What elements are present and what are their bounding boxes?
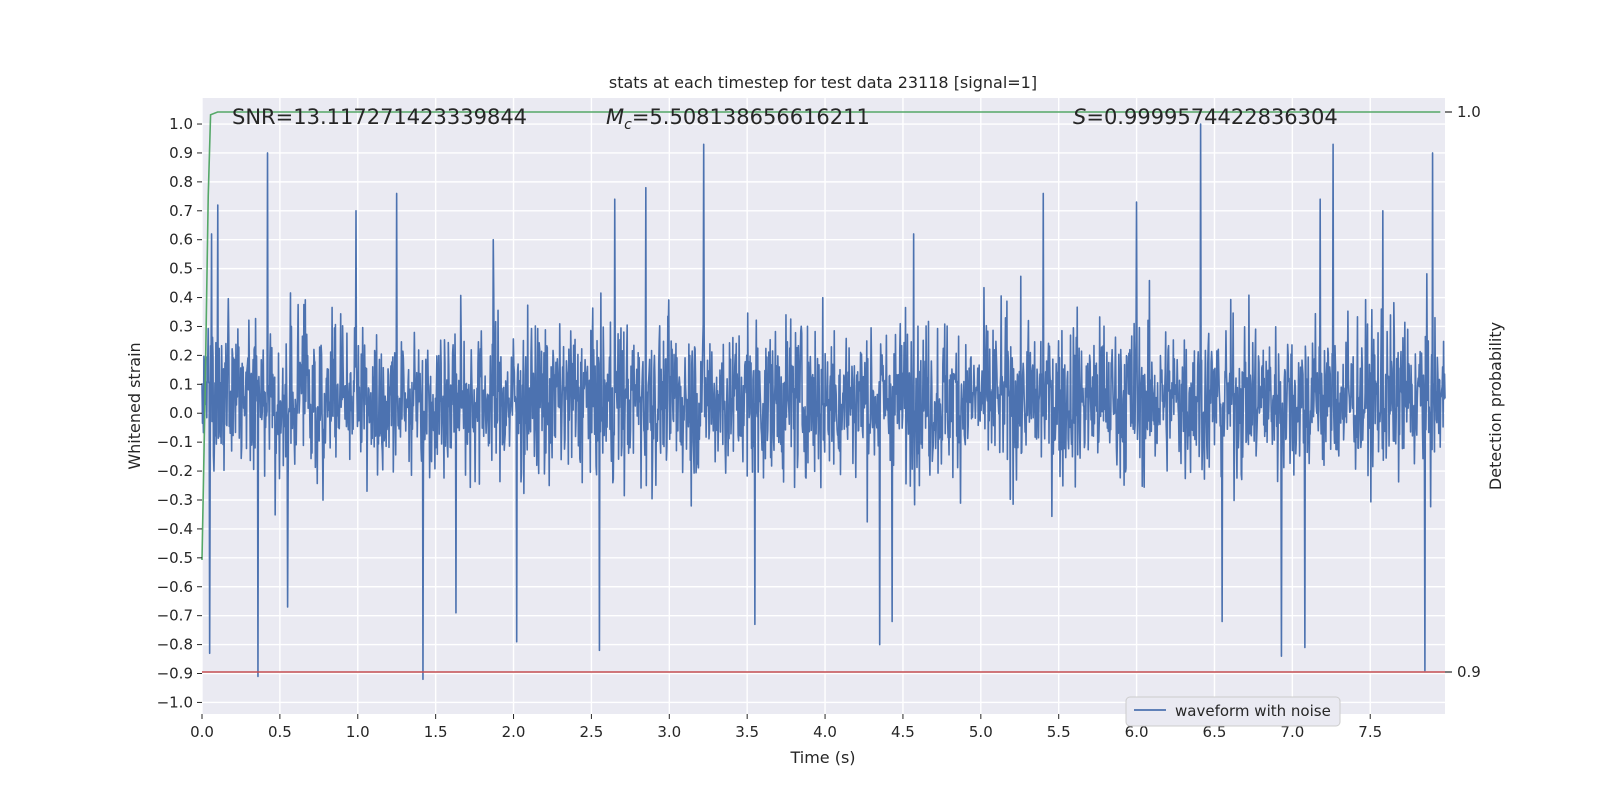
x-tick-label: 7.0	[1280, 723, 1304, 741]
x-tick-label: 0.0	[190, 723, 214, 741]
x-tick-label: 1.5	[424, 723, 448, 741]
snr-annotation: SNR=13.117271423339844	[232, 105, 527, 129]
axes: 0.0 0.5 1.0 1.5 2.0 2.5 3.0 3.5 4.0 4.5 5.0 5.5 6.0 6…	[157, 103, 1481, 741]
y-tick-label: 0.9	[169, 144, 193, 162]
y-tick-label: −0.7	[157, 607, 193, 625]
y-tick-label: 0.2	[169, 346, 193, 364]
y2-axis-label: Detection probability	[1486, 322, 1505, 490]
statistic-symbol: S	[1073, 105, 1086, 129]
y-tick-label: −0.3	[157, 491, 193, 509]
chirp-mass-symbol: M	[606, 105, 624, 129]
detection-probability-series	[201, 111, 1441, 561]
x-tick-label: 3.5	[735, 723, 759, 741]
x-tick-label: 2.0	[502, 723, 526, 741]
chirp-mass-value: =5.508138656616211	[632, 105, 870, 129]
x-tick-label: 4.0	[813, 723, 837, 741]
legend-box	[1125, 696, 1341, 727]
y-tick-label: −0.9	[157, 665, 193, 683]
waveform-with-noise-series	[201, 123, 1446, 681]
y-tick-label: 0.0	[169, 404, 193, 422]
y-tick-label: −0.6	[157, 578, 193, 596]
y-tick-label: −0.2	[157, 462, 193, 480]
statistic-value: =0.9999574422836304	[1086, 105, 1337, 129]
y-tick-label: −0.1	[157, 433, 193, 451]
x-tick-label: 1.0	[346, 723, 370, 741]
y-tick-label: 0.5	[169, 260, 193, 278]
x-tick-label: 5.5	[1047, 723, 1071, 741]
y-tick-label: −0.5	[157, 549, 193, 567]
y-axis-label: Whitened strain	[125, 342, 144, 469]
y-tick-label: 0.1	[169, 375, 193, 393]
y-tick-label: 0.7	[169, 202, 193, 220]
x-tick-label: 6.0	[1125, 723, 1149, 741]
chirp-mass-subscript: c	[624, 117, 632, 133]
y-tick-label: −1.0	[157, 693, 193, 711]
y2-tick-label: 0.9	[1457, 663, 1481, 681]
x-tick-label: 3.0	[657, 723, 681, 741]
x-axis-label: Time (s)	[789, 748, 855, 767]
waveform-with-noise-line	[201, 123, 1446, 681]
y2-tick-label: 1.0	[1457, 103, 1481, 121]
x-tick-label: 5.0	[969, 723, 993, 741]
x-tick-label: 0.5	[268, 723, 292, 741]
chart-title: stats at each timestep for test data 231…	[609, 73, 1037, 92]
y-tick-label: 0.8	[169, 173, 193, 191]
y-tick-label: 0.3	[169, 317, 193, 335]
x-tick-label: 6.5	[1203, 723, 1227, 741]
x-tick-label: 7.5	[1358, 723, 1382, 741]
y-tick-label: 1.0	[169, 115, 193, 133]
chirp-mass-annotation: Mc=5.508138656616211	[606, 105, 870, 133]
y-tick-label: 0.6	[169, 231, 193, 249]
y-tick-label: −0.8	[157, 636, 193, 654]
x-tick-label: 2.5	[579, 723, 603, 741]
detection-statistic-annotation: S=0.9999574422836304	[1073, 105, 1338, 129]
detection-probability-line	[201, 111, 1441, 561]
y-tick-label: −0.4	[157, 520, 193, 538]
x-tick-label: 4.5	[891, 723, 915, 741]
legend: waveform with noise	[1125, 696, 1341, 727]
y-tick-label: 0.4	[169, 289, 193, 307]
legend-label-waveform: waveform with noise	[1175, 702, 1331, 720]
